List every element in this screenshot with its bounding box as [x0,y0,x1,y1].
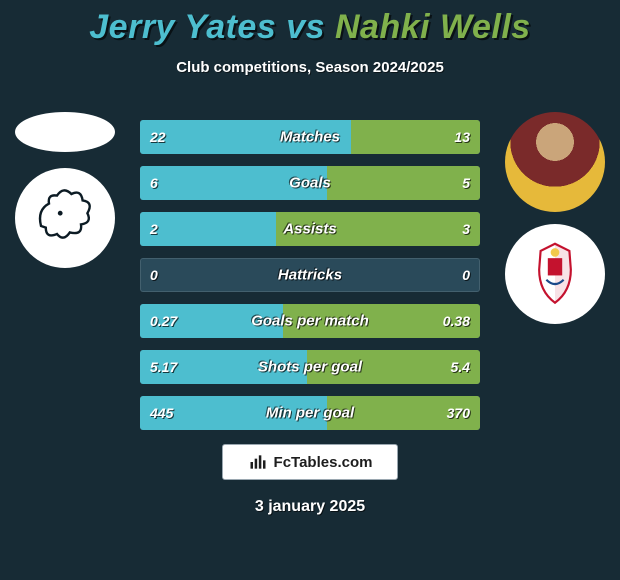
stat-label: Assists [140,221,480,238]
left-team-logo-2 [15,168,115,268]
stat-row: 00Hattricks [140,258,480,292]
crest-icon [519,238,591,310]
comparison-subtitle: Club competitions, Season 2024/2025 [0,59,620,76]
title-vs: vs [276,8,335,46]
stat-row: 5.175.4Shots per goal [140,350,480,384]
ram-icon [25,178,105,258]
stat-label: Hattricks [140,267,480,284]
stats-bars: 2213Matches 65Goals 23Assists 00Hattricks 0.… [140,120,480,442]
title-player-left: Jerry Yates [89,8,276,46]
chart-icon [248,452,268,472]
comparison-date: 3 january 2025 [0,498,620,516]
source-label: FcTables.com [274,454,373,471]
stat-label: Goals per match [140,313,480,330]
stat-row: 65Goals [140,166,480,200]
source-badge[interactable]: FcTables.com [222,444,398,480]
stat-label: Matches [140,129,480,146]
right-team-logos [500,112,610,336]
left-team-logos [10,112,120,280]
stat-row: 445370Min per goal [140,396,480,430]
stat-row: 23Assists [140,212,480,246]
comparison-title: Jerry Yates vs Nahki Wells [0,0,620,47]
stat-row: 2213Matches [140,120,480,154]
title-player-right: Nahki Wells [335,8,531,46]
stat-row: 0.270.38Goals per match [140,304,480,338]
stat-label: Shots per goal [140,359,480,376]
right-player-photo [505,112,605,212]
stat-label: Goals [140,175,480,192]
stat-label: Min per goal [140,405,480,422]
left-team-logo-1 [15,112,115,152]
right-club-crest [505,224,605,324]
